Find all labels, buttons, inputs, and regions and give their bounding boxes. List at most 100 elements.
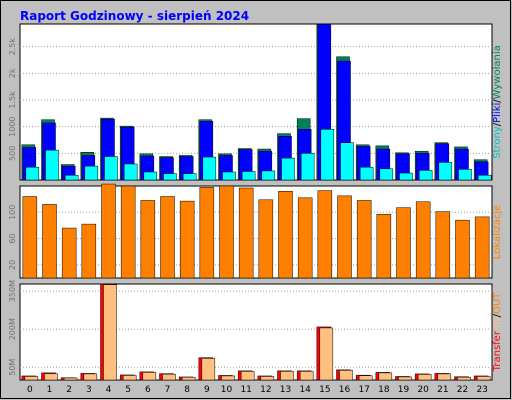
hour-tick-label: 12 <box>260 385 271 395</box>
pages-bar <box>359 166 374 181</box>
hour-tick-label: 8 <box>184 385 190 395</box>
pages-bar <box>379 168 394 181</box>
transfer-in-bar <box>181 376 196 381</box>
transfer-in-bar <box>162 373 176 381</box>
hour-tick-label: 14 <box>299 385 311 395</box>
pages-bar <box>25 166 40 181</box>
hour-tick-label: 19 <box>398 385 410 395</box>
kbytes-ytick-label: 50M <box>8 359 17 376</box>
sites-bar <box>199 187 215 279</box>
hits-files-pages-ytick-label: 500 <box>8 146 17 161</box>
pages-bar <box>458 169 472 181</box>
transfer-in-bar <box>437 373 452 381</box>
sites-axis-label-part: Lokalizacje <box>492 205 503 260</box>
transfer-in-bar <box>457 376 471 381</box>
hits-files-pages-panel <box>19 23 493 181</box>
sites-bar <box>101 183 116 279</box>
sites-bar <box>238 187 254 279</box>
sites-bar <box>278 191 293 279</box>
pages-bar <box>163 173 177 181</box>
hour-tick-label: 23 <box>476 385 487 395</box>
hits-files-pages-ytick-label: 1000 <box>8 116 17 136</box>
sites-bar <box>455 219 470 279</box>
transfer-in-bar <box>398 376 412 381</box>
kbytes-ytick-label: 200M <box>8 318 17 340</box>
hour-tick-label: 18 <box>378 385 390 395</box>
pages-bar <box>281 157 295 181</box>
pages-bar <box>340 142 354 181</box>
sites-bar <box>435 211 451 279</box>
pages-bar <box>477 174 492 181</box>
sites-bar <box>474 216 490 279</box>
hits-files-pages-ytick-label: 2.5k <box>8 38 17 56</box>
sites-bar <box>219 185 234 279</box>
sites-bar <box>81 223 97 279</box>
transfer-in-bar <box>83 373 98 381</box>
hits-files-pages-axis-label-part: Pliki <box>492 103 503 123</box>
hits-files-pages-axis-label: Strony/Pliki/Wywołania <box>492 45 503 159</box>
transfer-in-bar <box>378 372 393 381</box>
pages-bar <box>202 156 217 181</box>
sites-bar <box>258 199 274 279</box>
kbytes-axis-label-part: OUT <box>492 292 503 314</box>
transfer-in-bar <box>103 284 117 381</box>
kbytes-axis-label: Transfer IN/OUT <box>492 292 503 372</box>
transfer-in-bar <box>358 375 373 381</box>
hour-tick-label: 21 <box>437 385 448 395</box>
hour-tick-label: 4 <box>106 385 112 395</box>
pages-bar <box>123 163 138 181</box>
chart-title: Raport Godzinowy - sierpień 2024 <box>20 9 249 23</box>
pages-bar <box>182 173 197 181</box>
sites-ytick-label: 100 <box>8 205 17 220</box>
hour-tick-label: 6 <box>145 385 151 395</box>
transfer-in-bar <box>280 371 294 381</box>
sites-ytick-label: 60 <box>8 233 17 243</box>
sites-panel <box>19 185 493 279</box>
sites-bar <box>337 195 352 279</box>
sites-bar <box>22 196 38 279</box>
hour-tick-label: 17 <box>358 385 369 395</box>
transfer-in-bar <box>260 376 275 381</box>
hits-files-pages-axis-label-part: / <box>492 122 503 126</box>
hour-tick-label: 16 <box>339 385 351 395</box>
kbytes-panel <box>19 283 493 381</box>
pages-bar <box>84 165 99 181</box>
hour-tick-label: 22 <box>457 385 468 395</box>
sites-bar <box>120 185 136 279</box>
hour-tick-label: 20 <box>417 385 429 395</box>
pages-bar <box>143 171 158 181</box>
sites-bar <box>356 200 372 279</box>
hour-tick-label: 13 <box>280 385 291 395</box>
hour-tick-label: 0 <box>27 385 33 395</box>
hour-tick-label: 10 <box>221 385 233 395</box>
transfer-in-bar <box>221 375 235 381</box>
kbytes-axis-label-part: / <box>492 313 503 317</box>
sites-bar <box>317 190 333 279</box>
hour-tick-label: 1 <box>47 385 53 395</box>
sites-ytick-label: 20 <box>8 260 17 270</box>
pages-bar <box>261 170 276 181</box>
transfer-in-bar <box>319 327 334 381</box>
hits-files-pages-ytick-label: 1.5k <box>8 91 17 109</box>
transfer-in-bar <box>476 376 491 381</box>
sites-bar <box>179 200 195 279</box>
chart-panels: 50010001.5k2k2.5kStrony/Pliki/Wywołania2… <box>8 23 503 395</box>
transfer-in-bar <box>142 372 157 381</box>
hour-tick-label: 11 <box>240 385 251 395</box>
sites-bar <box>396 207 411 279</box>
sites-bar <box>160 196 175 279</box>
pages-bar <box>438 162 453 181</box>
pages-bar <box>300 153 315 181</box>
hour-tick-label: 15 <box>319 385 330 395</box>
hits-files-pages-axis-label-part: / <box>492 99 503 103</box>
hour-tick-label: 7 <box>165 385 171 395</box>
sites-bar <box>415 201 431 279</box>
pages-bar <box>418 170 433 181</box>
pages-bar <box>45 149 59 181</box>
hour-tick-label: 5 <box>125 385 131 395</box>
transfer-in-bar <box>417 374 432 381</box>
transfer-in-bar <box>299 371 314 381</box>
hour-tick-label: 9 <box>204 385 210 395</box>
